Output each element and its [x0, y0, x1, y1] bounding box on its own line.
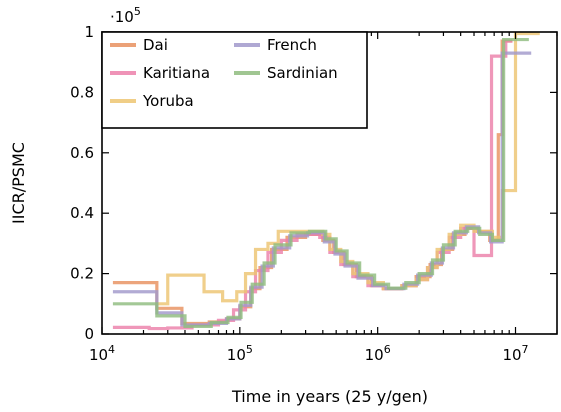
x-tick-exponent: 6	[384, 343, 391, 356]
series-layer	[112, 31, 540, 331]
y-tick-label: 0	[84, 325, 94, 343]
y-tick-label: 0.2	[70, 265, 94, 283]
y-scale-exponent: 5	[134, 5, 141, 18]
y-tick-label: 0.6	[70, 144, 94, 162]
legend: Dai Karitiana Yoruba French Sardinian	[101, 31, 368, 129]
series-line-sardinian	[112, 37, 529, 329]
x-tick-base: 10	[227, 346, 246, 364]
legend-box	[101, 31, 368, 129]
legend-label-karitiana: Karitiana	[143, 64, 210, 82]
y-tick-label: 0.8	[70, 83, 94, 101]
x-tick-base: 10	[502, 346, 521, 364]
x-tick-exponent: 4	[108, 343, 115, 356]
x-tick-label: 105	[227, 343, 253, 364]
y-scale-factor: ·105	[110, 5, 141, 26]
x-tick-exponent: 5	[246, 343, 253, 356]
legend-label-french: French	[267, 36, 317, 54]
y-scale-base: ·10	[110, 8, 134, 26]
y-axis-ticks: 0 0.2 0.4 0.6 0.8 1	[70, 23, 557, 343]
y-axis-label: IICR/PSMC	[9, 142, 28, 224]
y-tick-label: 0.4	[70, 204, 94, 222]
x-axis-ticks: 104 105 106 107	[89, 32, 558, 364]
x-tick-base: 10	[89, 346, 108, 364]
x-tick-label: 107	[502, 343, 528, 364]
x-tick-label: 106	[365, 343, 391, 364]
legend-label-yoruba: Yoruba	[142, 92, 194, 110]
x-tick-exponent: 7	[522, 343, 529, 356]
x-axis-label: Time in years (25 y/gen)	[231, 387, 428, 406]
x-tick-label: 104	[89, 343, 115, 364]
legend-label-sardinian: Sardinian	[267, 64, 338, 82]
legend-label-dai: Dai	[143, 36, 168, 54]
y-tick-label: 1	[84, 23, 94, 41]
x-tick-base: 10	[365, 346, 384, 364]
